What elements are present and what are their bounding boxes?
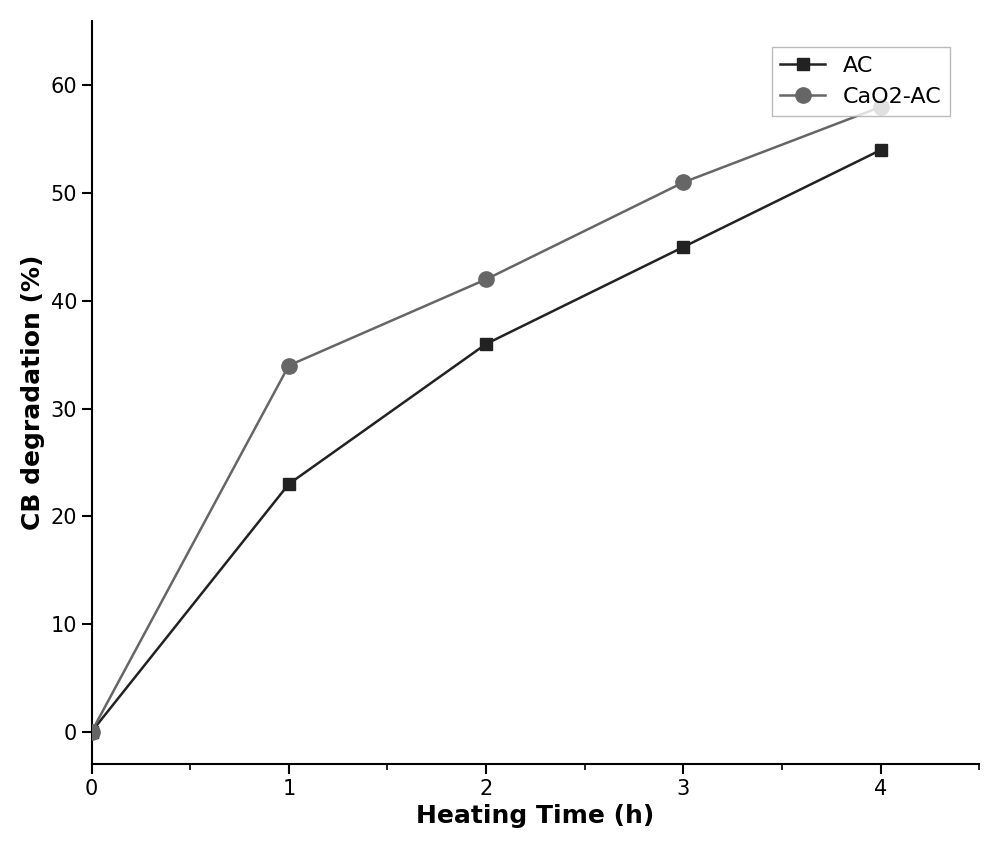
AC (480, 339, 492, 349)
Line: AC: AC (85, 143, 887, 738)
AC (283, 479, 295, 489)
CaO2-AC (875, 102, 887, 112)
CaO2-AC (677, 177, 689, 188)
AC (86, 727, 98, 737)
Legend: AC, CaO2-AC: AC, CaO2-AC (772, 47, 950, 115)
AC (875, 145, 887, 155)
AC (677, 242, 689, 252)
X-axis label: Heating Time (h): Heating Time (h) (416, 804, 655, 828)
CaO2-AC (480, 274, 492, 284)
CaO2-AC (283, 361, 295, 371)
CaO2-AC (86, 727, 98, 737)
Y-axis label: CB degradation (%): CB degradation (%) (21, 255, 45, 530)
Line: CaO2-AC: CaO2-AC (84, 99, 888, 739)
